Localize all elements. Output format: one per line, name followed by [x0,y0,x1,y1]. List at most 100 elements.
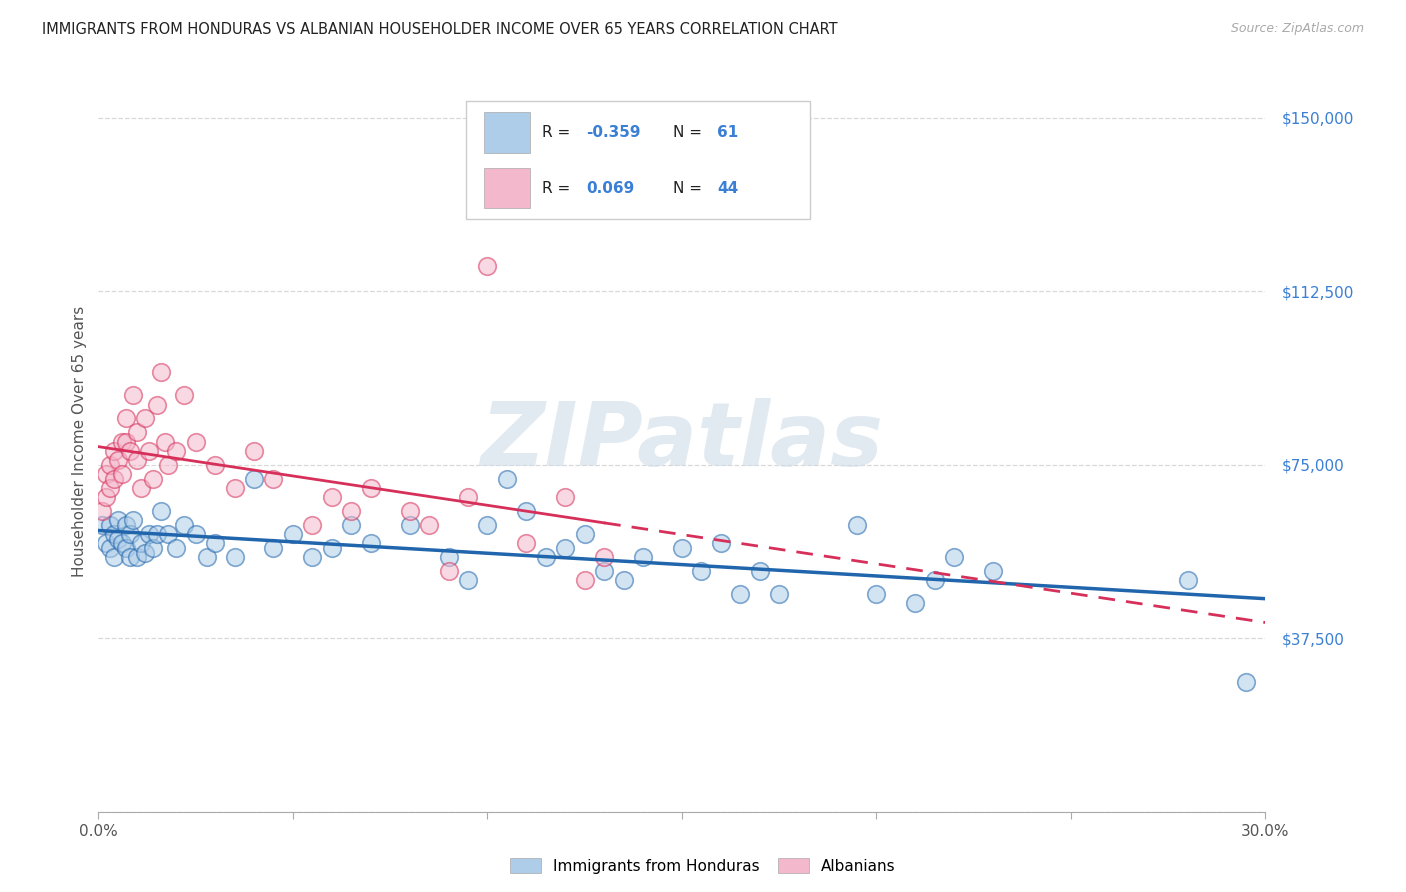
Point [457,490,479,504]
Point [129,481,152,495]
Point [981,564,1004,578]
Point [865,587,887,601]
Point [301,550,323,565]
Point [157,458,180,472]
Bar [484,112,530,153]
Point [418,517,440,532]
Point [281,527,304,541]
Point [114,541,136,555]
Text: Source: ZipAtlas.com: Source: ZipAtlas.com [1230,22,1364,36]
Point [477,259,499,273]
Point [96,536,118,550]
Point [904,597,927,611]
Point [398,504,420,518]
Point [149,504,172,518]
Text: N =: N = [672,181,706,196]
Point [103,527,125,541]
Point [173,517,195,532]
Point [118,443,141,458]
Point [1177,574,1199,588]
Text: R =: R = [541,181,575,196]
Point [1234,675,1257,690]
Point [360,536,382,550]
Point [103,471,125,485]
Point [437,550,460,565]
Point [91,517,114,532]
Point [111,467,134,481]
Text: 44: 44 [717,181,738,196]
Point [103,443,125,458]
Point [111,434,134,449]
Point [96,490,118,504]
Point [224,481,246,495]
Point [146,398,169,412]
Point [165,541,187,555]
Point [107,532,129,546]
Point [515,536,537,550]
Bar [465,101,810,219]
Point [846,517,869,532]
Legend: Immigrants from Honduras, Albanians: Immigrants from Honduras, Albanians [505,852,901,880]
Bar [484,168,530,209]
Point [134,411,156,425]
Point [768,587,790,601]
Point [114,411,136,425]
Point [360,481,382,495]
Point [111,536,134,550]
Point [122,388,145,402]
Point [496,471,519,485]
Point [127,550,149,565]
Text: ZIPatlas: ZIPatlas [481,398,883,485]
Point [98,481,121,495]
Point [173,388,195,402]
Text: 61: 61 [717,125,738,140]
Point [114,517,136,532]
Point [631,550,654,565]
Text: IMMIGRANTS FROM HONDURAS VS ALBANIAN HOUSEHOLDER INCOME OVER 65 YEARS CORRELATIO: IMMIGRANTS FROM HONDURAS VS ALBANIAN HOU… [42,22,838,37]
Point [243,471,266,485]
Point [457,574,479,588]
Point [138,443,160,458]
Point [103,550,125,565]
Point [671,541,693,555]
Point [340,504,363,518]
Point [243,443,266,458]
Point [943,550,966,565]
Point [321,490,343,504]
Point [96,467,118,481]
Point [204,536,226,550]
Point [262,471,284,485]
Point [613,574,636,588]
Text: -0.359: -0.359 [586,125,641,140]
Point [515,504,537,518]
Point [534,550,557,565]
Point [554,490,576,504]
Point [129,536,152,550]
Point [184,434,207,449]
Point [98,517,121,532]
Point [301,517,323,532]
Point [127,425,149,440]
Point [184,527,207,541]
Point [574,574,596,588]
Point [142,471,165,485]
Point [924,574,946,588]
Point [127,453,149,467]
Point [98,458,121,472]
Point [142,541,165,555]
Point [195,550,218,565]
Point [204,458,226,472]
Point [690,564,713,578]
Point [114,434,136,449]
Point [748,564,770,578]
Point [710,536,733,550]
Point [340,517,363,532]
Point [122,513,145,527]
Text: 0.069: 0.069 [586,181,634,196]
Point [118,550,141,565]
Point [321,541,343,555]
Point [146,527,169,541]
Point [107,513,129,527]
Point [398,517,420,532]
Point [153,434,176,449]
